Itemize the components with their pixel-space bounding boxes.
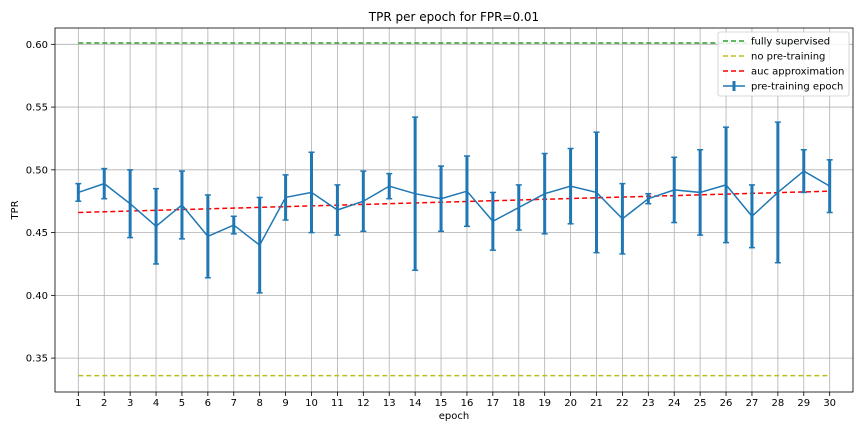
x-tick-label: 13 [383, 398, 396, 409]
data-point [802, 170, 805, 172]
x-tick-label: 7 [231, 398, 237, 409]
data-point [414, 192, 416, 195]
x-tick-label: 9 [282, 398, 288, 409]
y-tick-label: 0.60 [26, 40, 48, 51]
data-point [492, 220, 494, 223]
data-point [336, 209, 339, 211]
data-point [129, 202, 131, 205]
data-point [440, 197, 442, 200]
plot-frame [54, 27, 854, 393]
x-tick-label: 11 [331, 398, 344, 409]
series-layer [75, 42, 833, 377]
data-point [621, 217, 624, 220]
data-point [725, 184, 727, 186]
data-point [232, 224, 235, 226]
x-tick-label: 2 [101, 398, 107, 409]
x-tick-label: 20 [564, 398, 577, 409]
data-point [647, 197, 650, 200]
data-point [310, 191, 313, 194]
x-tick-label: 10 [305, 398, 318, 409]
data-point [284, 196, 287, 199]
data-point [543, 192, 546, 195]
y-tick-label: 0.35 [26, 354, 48, 365]
x-tick-label: 25 [694, 398, 707, 409]
x-tick-label: 16 [461, 398, 474, 409]
data-point [751, 215, 753, 218]
x-tick-label: 4 [153, 398, 159, 409]
x-tick-label: 14 [409, 398, 422, 409]
data-point [517, 206, 520, 209]
x-tick-label: 30 [823, 398, 836, 409]
x-tick-label: 3 [127, 398, 133, 409]
x-tick-label: 17 [486, 398, 499, 409]
x-tick-label: 23 [642, 398, 655, 409]
data-point [699, 191, 701, 194]
x-tick-label: 12 [357, 398, 370, 409]
x-tick-label: 6 [205, 398, 211, 409]
y-tick-label: 0.40 [26, 291, 48, 302]
x-tick-label: 15 [435, 398, 448, 409]
data-point [569, 185, 572, 187]
y-axis-label: TPR [10, 200, 21, 220]
data-point [207, 235, 209, 238]
legend-label: auc approximation [751, 67, 844, 78]
data-point [595, 191, 598, 194]
x-tick-label: 24 [668, 398, 681, 409]
series-3 [75, 116, 833, 294]
data-point [181, 204, 183, 206]
data-point [155, 225, 157, 228]
data-point [828, 185, 831, 187]
legend-label: no pre-training [751, 52, 825, 63]
legend-label: pre-training epoch [751, 82, 843, 93]
x-tick-label: 28 [771, 398, 784, 409]
data-point [673, 189, 676, 191]
data-point [103, 182, 106, 185]
series-line [78, 170, 831, 247]
data-point [77, 191, 80, 194]
ticks: 1 2 3 4 5 6 7 8 9 10 11 12 13 14 15 16 17 18 19 20 21 22 23 24 2… [26, 40, 836, 409]
x-tick-label: 21 [590, 398, 603, 409]
y-tick-label: 0.55 [26, 103, 48, 114]
x-tick-label: 5 [179, 398, 185, 409]
x-tick-label: 26 [720, 398, 733, 409]
data-point [466, 190, 468, 192]
x-tick-label: 1 [75, 398, 81, 409]
data-point [362, 200, 365, 203]
x-tick-label: 27 [746, 398, 759, 409]
legend-box [717, 31, 850, 97]
legend-label: fully supervised [751, 37, 830, 48]
data-point [388, 185, 391, 187]
y-tick-label: 0.45 [26, 228, 48, 239]
x-tick-label: 22 [616, 398, 629, 409]
x-tick-label: 19 [538, 398, 551, 409]
y-tick-label: 0.50 [26, 165, 48, 176]
x-tick-label: 29 [797, 398, 810, 409]
series-line [78, 190, 830, 214]
chart-title: TPR per epoch for FPR=0.01 [368, 10, 539, 24]
legend: fully supervised no pre-training auc appro… [717, 31, 850, 97]
data-point [777, 191, 779, 194]
data-point [258, 244, 261, 246]
series-2 [78, 190, 830, 214]
x-axis-label: epoch [439, 411, 469, 422]
x-tick-label: 18 [512, 398, 525, 409]
x-tick-label: 8 [256, 398, 262, 409]
